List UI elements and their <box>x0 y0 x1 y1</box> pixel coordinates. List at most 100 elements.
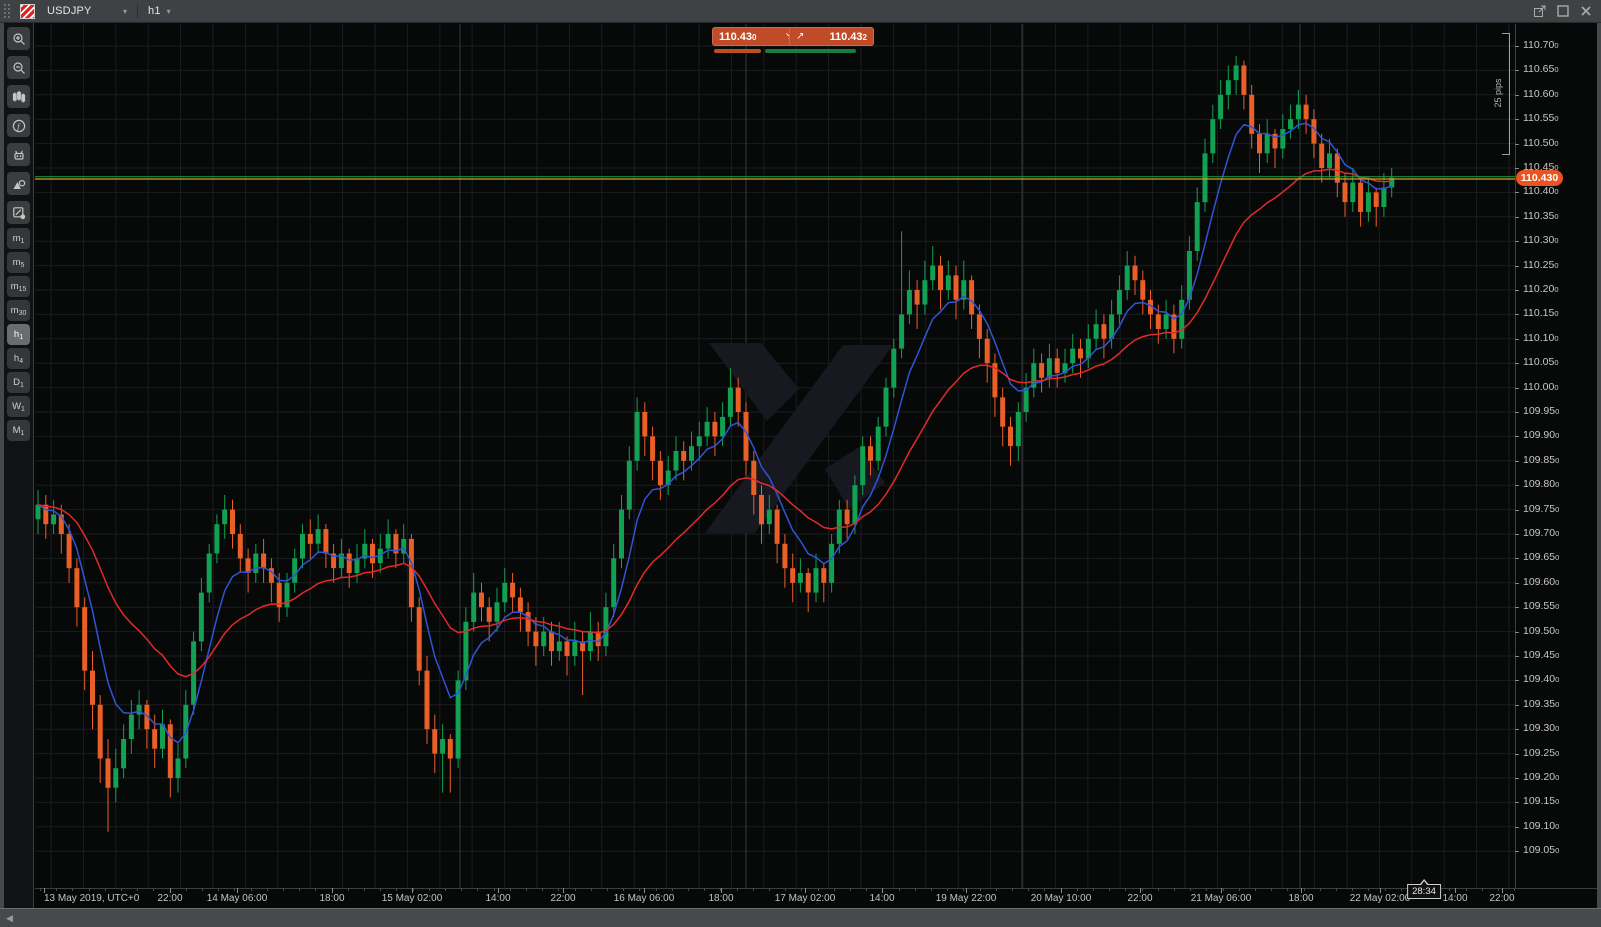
chart-type-icon <box>12 90 25 102</box>
time-minor-tick <box>218 888 220 891</box>
price-chart[interactable] <box>35 24 1515 888</box>
time-minor-tick <box>752 888 754 891</box>
time-minor-tick <box>412 888 414 891</box>
time-minor-tick <box>1222 888 1224 891</box>
price-tick <box>1515 485 1519 487</box>
buy-button[interactable]: ↗ 110.432 <box>789 27 874 46</box>
time-minor-tick <box>461 888 463 891</box>
time-minor-tick <box>1271 888 1273 891</box>
price-axis-label: 110.350 <box>1523 209 1559 222</box>
time-major-tick <box>412 888 413 893</box>
price-tick <box>1515 558 1519 560</box>
time-minor-tick <box>590 888 592 891</box>
time-minor-tick <box>914 888 916 891</box>
sell-button[interactable]: 110.430 ↘ <box>712 27 800 46</box>
popout-button[interactable] <box>1533 4 1547 18</box>
price-tick <box>1515 704 1519 706</box>
time-minor-tick <box>817 888 819 891</box>
scroll-left-icon[interactable]: ◀ <box>6 913 13 923</box>
price-axis-label: 109.750 <box>1523 502 1560 515</box>
time-minor-tick <box>1255 888 1256 891</box>
price-tick <box>1515 534 1519 535</box>
time-axis-label: 22:00 <box>1127 893 1153 904</box>
price-tick <box>1515 265 1519 267</box>
price-axis-label: 109.150 <box>1523 795 1560 808</box>
indicators-button[interactable]: f <box>7 114 30 137</box>
chart-settings-button[interactable] <box>7 201 30 224</box>
price-axis-label: 109.700 <box>1523 527 1560 539</box>
chevron-down-icon: ▾ <box>122 6 127 16</box>
time-minor-tick <box>1238 888 1240 891</box>
time-major-tick <box>1221 888 1222 893</box>
price-axis-label: 109.350 <box>1523 697 1560 710</box>
price-axis-label: 110.200 <box>1523 283 1559 295</box>
maximize-button[interactable] <box>1556 4 1570 18</box>
close-button[interactable] <box>1579 4 1593 18</box>
maximize-icon <box>1557 5 1569 17</box>
time-minor-tick <box>1400 888 1402 891</box>
chart-type-button[interactable] <box>7 85 30 108</box>
time-minor-tick <box>477 888 479 891</box>
time-minor-tick <box>995 888 997 891</box>
time-minor-tick <box>137 888 139 891</box>
time-minor-tick <box>1449 888 1451 891</box>
time-minor-tick <box>283 888 284 891</box>
time-minor-tick <box>493 888 495 891</box>
price-tick <box>1515 802 1519 804</box>
time-minor-tick <box>104 888 106 891</box>
time-minor-tick <box>1141 888 1143 891</box>
price-tick <box>1515 851 1519 853</box>
time-minor-tick <box>1174 888 1175 891</box>
time-minor-tick <box>736 888 738 891</box>
time-minor-tick <box>704 888 706 891</box>
price-axis-label: 109.950 <box>1523 405 1560 417</box>
time-minor-tick <box>315 888 317 891</box>
price-tick <box>1515 338 1519 340</box>
symbol-selector[interactable]: USDJPY ▾ <box>41 0 133 22</box>
time-minor-tick <box>1319 888 1321 891</box>
timeframe-selector[interactable]: h1 ▾ <box>142 0 177 22</box>
time-axis-label: 17 May 02:00 <box>774 893 836 904</box>
time-axis-label: 22 May 02:00 <box>1349 893 1411 904</box>
time-minor-tick <box>574 888 576 891</box>
time-major-tick <box>721 888 722 893</box>
price-tick <box>1515 94 1519 96</box>
window-controls <box>1533 4 1601 18</box>
popout-icon <box>1534 5 1546 17</box>
timeframe-button-m30[interactable]: m 30 <box>7 300 30 321</box>
window-frame-right <box>1597 22 1601 908</box>
price-axis-label: 109.200 <box>1523 771 1560 783</box>
price-tick <box>1515 729 1519 731</box>
time-minor-tick <box>558 888 560 891</box>
zoom-out-button[interactable] <box>7 56 30 79</box>
price-tick <box>1515 412 1519 413</box>
time-minor-tick <box>1190 888 1192 891</box>
time-minor-tick <box>866 888 868 891</box>
price-axis-label: 110.000 <box>1523 380 1559 393</box>
price-axis-label: 109.800 <box>1523 478 1560 491</box>
pip-ruler-cap-bottom <box>1502 154 1510 155</box>
time-minor-tick <box>121 888 122 891</box>
price-axis-label: 109.300 <box>1523 722 1560 735</box>
time-major-tick <box>1502 888 1503 893</box>
cbots-button[interactable] <box>7 143 30 166</box>
zoom-in-button[interactable] <box>7 27 30 50</box>
time-major-tick <box>644 888 645 893</box>
drawings-button[interactable] <box>7 172 30 195</box>
drag-handle-icon[interactable] <box>3 3 12 19</box>
price-axis-label: 109.500 <box>1523 624 1560 637</box>
time-axis-label: 21 May 06:00 <box>1190 893 1252 904</box>
indicators-icon: f <box>12 119 25 132</box>
price-axis-label: 109.250 <box>1523 746 1560 759</box>
time-minor-tick <box>526 888 527 891</box>
timeframe-button-m15[interactable]: m 15 <box>7 276 30 297</box>
time-minor-tick <box>1044 888 1046 891</box>
